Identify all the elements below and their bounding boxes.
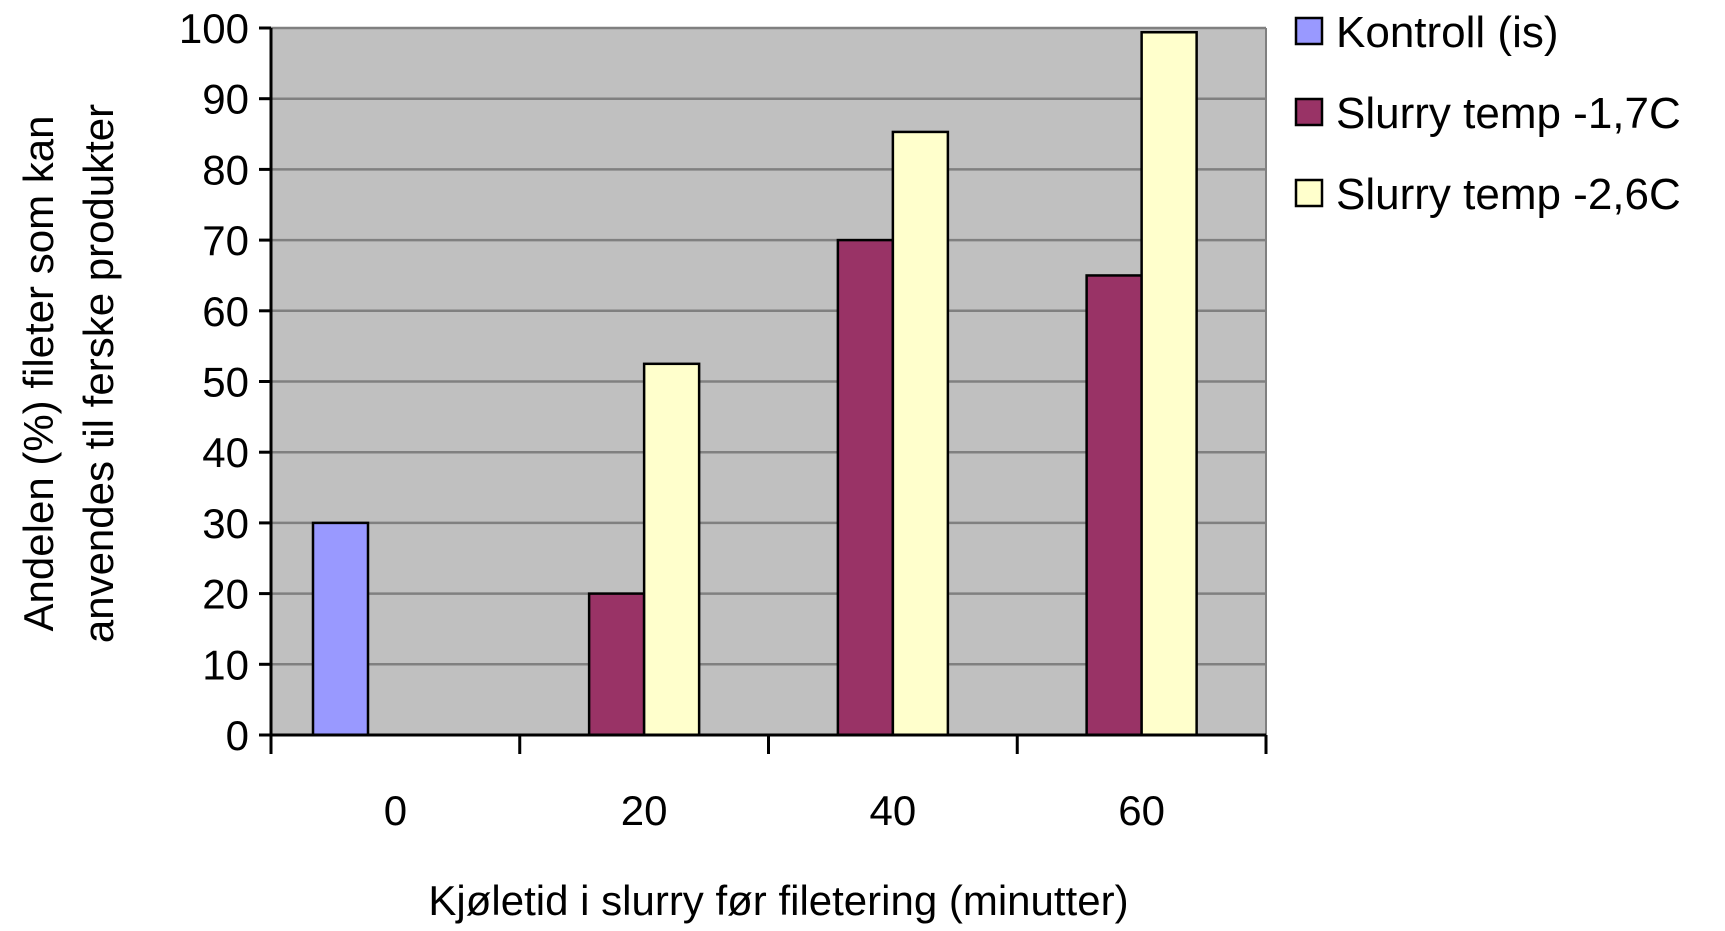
- legend-label: Slurry temp -2,6C: [1336, 170, 1681, 219]
- y-tick-label: 0: [226, 712, 249, 759]
- bar-slurry-temp-2-6c-40: [891, 130, 950, 737]
- bar-slurry-temp-1-7c-60: [1085, 274, 1143, 737]
- y-tick-label: 100: [179, 5, 249, 52]
- x-tick-label: 40: [870, 787, 917, 834]
- y-tick-label: 70: [202, 217, 249, 264]
- legend-item: Slurry temp -1,7C: [1294, 89, 1681, 138]
- y-tick-label: 60: [202, 288, 249, 335]
- bar-slurry-temp-1-7c-20: [587, 592, 646, 737]
- bar-kontroll-is-0: [311, 521, 370, 737]
- y-tick-label: 90: [202, 76, 249, 123]
- y-tick-label: 50: [202, 359, 249, 406]
- legend-item: Kontroll (is): [1294, 8, 1559, 57]
- legend-item: Slurry temp -2,6C: [1294, 170, 1681, 219]
- bar-slurry-temp-2-6c-60: [1140, 30, 1198, 737]
- x-axis-title: Kjøletid i slurry før filetering (minutt…: [428, 877, 1128, 924]
- bar-slurry-temp-2-6c-20: [642, 362, 701, 737]
- x-tick-label: 0: [384, 787, 407, 834]
- y-tick-label: 40: [202, 429, 249, 476]
- y-tick-label: 30: [202, 500, 249, 547]
- y-axis-title-line: Andelen (%) fileter som kan: [15, 116, 62, 632]
- x-tick-label: 20: [621, 787, 668, 834]
- bar-slurry-temp-1-7c-40: [836, 238, 895, 737]
- legend-swatch: [1294, 97, 1324, 127]
- legend-label: Slurry temp -1,7C: [1336, 89, 1681, 138]
- legend-swatch: [1294, 178, 1324, 208]
- y-axis-title-line: anvendes til ferske produkter: [75, 104, 122, 643]
- y-tick-label: 80: [202, 146, 249, 193]
- legend-swatch: [1294, 16, 1324, 46]
- y-tick-label: 20: [202, 571, 249, 618]
- y-tick-label: 10: [202, 641, 249, 688]
- x-tick-label: 60: [1118, 787, 1165, 834]
- legend-label: Kontroll (is): [1336, 8, 1559, 57]
